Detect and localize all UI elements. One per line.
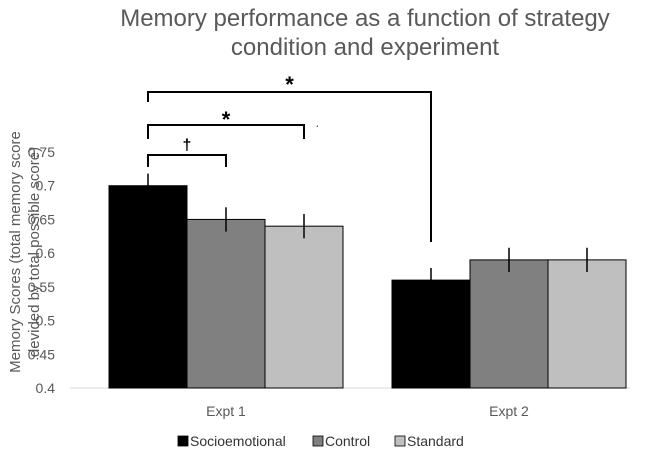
error-bars — [147, 173, 588, 293]
bar-expt-2-standard — [547, 259, 627, 389]
y-tick-label: 0.65 — [28, 211, 55, 227]
significance-bracket — [147, 124, 305, 139]
y-tick-label: 0.5 — [36, 313, 56, 329]
y-tick-label: 0.6 — [36, 245, 56, 261]
bar-expt-2-control — [469, 259, 549, 389]
legend-swatch-socioemotional — [177, 435, 189, 447]
y-tick-label: 0.75 — [28, 144, 55, 160]
y-axis-label-line-1: Memory Scores (total memory score — [7, 131, 24, 373]
bar-expt-1-socioemotional — [108, 185, 188, 389]
y-tick-label: 0.55 — [28, 279, 55, 295]
bar-expt-1-control — [186, 218, 266, 389]
y-tick-label: 0.45 — [28, 346, 55, 362]
y-tick-label: 0.7 — [36, 178, 56, 194]
legend-swatch-control — [312, 435, 324, 447]
legend-label-standard: Standard — [407, 433, 464, 449]
legend-label-socioemotional: Socioemotional — [190, 433, 286, 449]
chart-title-line-1: Memory performance as a function of stra… — [120, 5, 610, 32]
x-category-label: Expt 1 — [206, 403, 246, 419]
significance-bracket — [147, 154, 227, 167]
chart-title-line-2: condition and experiment — [231, 34, 500, 61]
significance-label: * — [222, 107, 231, 132]
y-axis-ticks: 0.4 0.45 0.5 0.55 0.6 0.65 0.7 0.75 — [28, 144, 55, 396]
legend-swatch-standard — [394, 435, 406, 447]
x-category-label: Expt 2 — [489, 403, 529, 419]
bars — [108, 185, 627, 389]
bar-expt-1-standard — [264, 225, 344, 389]
stray-dot-mark: · — [315, 117, 320, 133]
legend-label-control: Control — [325, 433, 370, 449]
significance-label: † — [183, 137, 192, 154]
significance-brackets: † * * — [147, 72, 432, 242]
y-axis-label-line-2: devided by total possible score) — [26, 147, 43, 357]
significance-label: * — [285, 72, 294, 97]
significance-bracket — [147, 91, 432, 242]
y-tick-label: 0.4 — [36, 380, 56, 396]
legend: Socioemotional Control Standard — [177, 433, 464, 449]
bar-expt-2-socioemotional — [391, 279, 471, 389]
x-axis-categories: Expt 1 Expt 2 — [206, 403, 529, 419]
